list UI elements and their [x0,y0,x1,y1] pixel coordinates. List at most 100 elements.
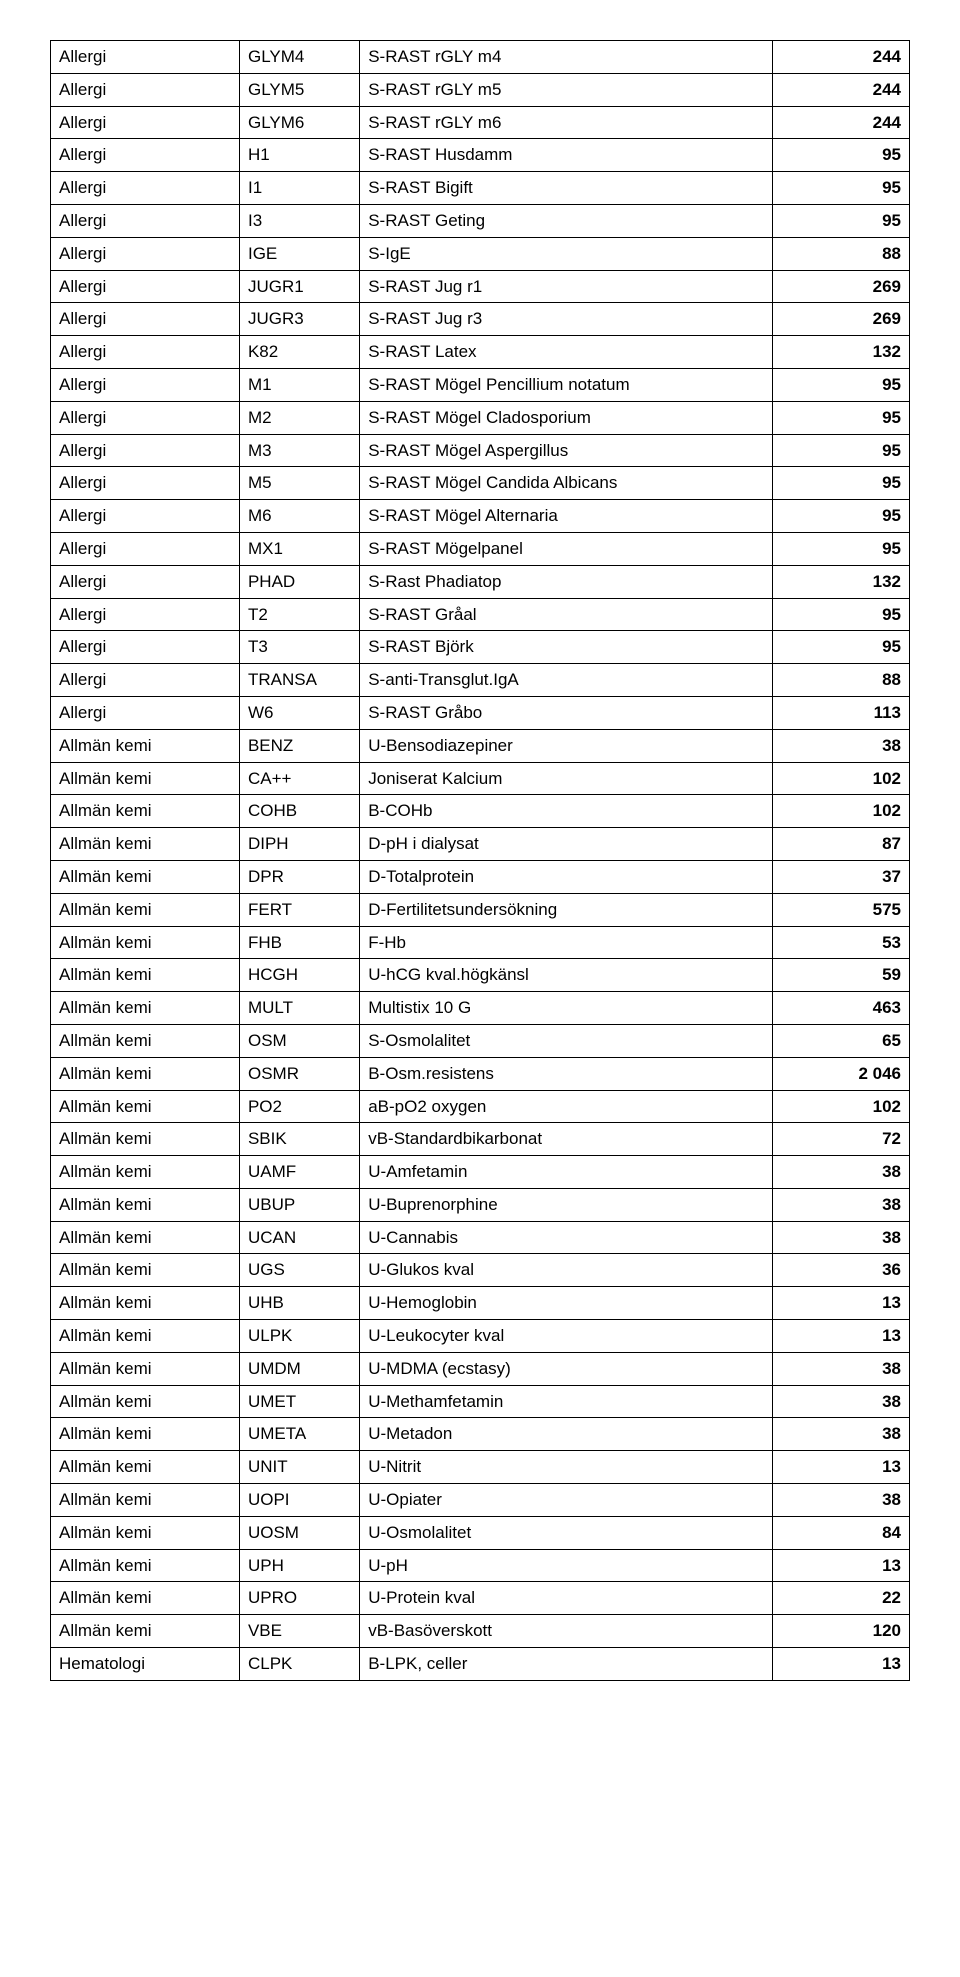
cell-code: UMDM [239,1352,359,1385]
cell-value: 36 [772,1254,909,1287]
cell-description: S-RAST Mögel Cladosporium [360,401,772,434]
cell-description: S-RAST Björk [360,631,772,664]
cell-category: Allmän kemi [51,1615,240,1648]
cell-category: Allmän kemi [51,1123,240,1156]
cell-description: S-RAST rGLY m6 [360,106,772,139]
cell-value: 65 [772,1024,909,1057]
cell-description: U-Hemoglobin [360,1287,772,1320]
cell-code: FHB [239,926,359,959]
table-row: Allmän kemiFERTD-Fertilitetsundersökning… [51,893,910,926]
cell-code: H1 [239,139,359,172]
cell-category: Allergi [51,139,240,172]
cell-code: VBE [239,1615,359,1648]
table-row: AllergiMX1S-RAST Mögelpanel95 [51,532,910,565]
cell-description: S-RAST Bigift [360,172,772,205]
cell-value: 95 [772,467,909,500]
cell-code: FERT [239,893,359,926]
cell-code: COHB [239,795,359,828]
cell-category: Allergi [51,368,240,401]
cell-code: DIPH [239,828,359,861]
table-row: Allmän kemiUOPIU-Opiater38 [51,1484,910,1517]
cell-description: S-RAST Geting [360,204,772,237]
cell-code: UHB [239,1287,359,1320]
cell-description: S-RAST Latex [360,336,772,369]
cell-description: S-RAST rGLY m5 [360,73,772,106]
cell-category: Allergi [51,664,240,697]
cell-description: S-anti-Transglut.IgA [360,664,772,697]
cell-code: W6 [239,696,359,729]
table-row: Allmän kemiCA++Joniserat Kalcium102 [51,762,910,795]
cell-description: F-Hb [360,926,772,959]
cell-code: TRANSA [239,664,359,697]
cell-value: 87 [772,828,909,861]
cell-value: 13 [772,1320,909,1353]
cell-code: UOPI [239,1484,359,1517]
cell-description: S-RAST Mögel Candida Albicans [360,467,772,500]
cell-value: 59 [772,959,909,992]
table-row: AllergiM1S-RAST Mögel Pencillium notatum… [51,368,910,401]
cell-code: UCAN [239,1221,359,1254]
cell-category: Allergi [51,204,240,237]
table-row: AllergiT3S-RAST Björk95 [51,631,910,664]
cell-code: SBIK [239,1123,359,1156]
cell-category: Allmän kemi [51,893,240,926]
table-row: HematologiCLPKB-LPK, celler13 [51,1648,910,1681]
cell-description: U-Metadon [360,1418,772,1451]
cell-description: U-Leukocyter kval [360,1320,772,1353]
table-row: AllergiM2S-RAST Mögel Cladosporium95 [51,401,910,434]
cell-value: 269 [772,270,909,303]
table-row: Allmän kemiCOHBB-COHb102 [51,795,910,828]
table-row: Allmän kemiOSMS-Osmolalitet65 [51,1024,910,1057]
table-row: Allmän kemiOSMRB-Osm.resistens2 046 [51,1057,910,1090]
table-row: AllergiM3S-RAST Mögel Aspergillus95 [51,434,910,467]
cell-category: Allergi [51,696,240,729]
table-row: Allmän kemiUPHU-pH13 [51,1549,910,1582]
cell-category: Allergi [51,303,240,336]
cell-value: 120 [772,1615,909,1648]
cell-description: S-RAST Husdamm [360,139,772,172]
cell-description: S-Rast Phadiatop [360,565,772,598]
cell-category: Allmän kemi [51,926,240,959]
cell-value: 53 [772,926,909,959]
table-row: Allmän kemiULPKU-Leukocyter kval13 [51,1320,910,1353]
cell-code: OSMR [239,1057,359,1090]
cell-description: S-RAST rGLY m4 [360,41,772,74]
cell-code: JUGR3 [239,303,359,336]
cell-code: CA++ [239,762,359,795]
cell-category: Allergi [51,401,240,434]
cell-description: Multistix 10 G [360,992,772,1025]
cell-code: I3 [239,204,359,237]
table-row: Allmän kemiFHBF-Hb53 [51,926,910,959]
cell-description: Joniserat Kalcium [360,762,772,795]
table-row: Allmän kemiDIPHD-pH i dialysat87 [51,828,910,861]
cell-category: Allmän kemi [51,1484,240,1517]
cell-value: 84 [772,1516,909,1549]
cell-description: U-Methamfetamin [360,1385,772,1418]
table-row: AllergiTRANSAS-anti-Transglut.IgA88 [51,664,910,697]
cell-code: M5 [239,467,359,500]
table-row: Allmän kemiUPROU-Protein kval22 [51,1582,910,1615]
cell-code: UGS [239,1254,359,1287]
cell-code: OSM [239,1024,359,1057]
cell-category: Allmän kemi [51,828,240,861]
cell-description: S-RAST Mögel Alternaria [360,500,772,533]
cell-description: S-Osmolalitet [360,1024,772,1057]
cell-code: IGE [239,237,359,270]
cell-category: Allergi [51,565,240,598]
cell-value: 2 046 [772,1057,909,1090]
cell-code: K82 [239,336,359,369]
table-row: AllergiH1S-RAST Husdamm95 [51,139,910,172]
table-row: Allmän kemiUCANU-Cannabis38 [51,1221,910,1254]
cell-code: UNIT [239,1451,359,1484]
cell-description: U-Glukos kval [360,1254,772,1287]
cell-description: S-RAST Mögelpanel [360,532,772,565]
cell-category: Allergi [51,41,240,74]
cell-category: Allergi [51,106,240,139]
cell-category: Allmän kemi [51,1156,240,1189]
cell-category: Allergi [51,532,240,565]
cell-description: S-RAST Mögel Aspergillus [360,434,772,467]
cell-value: 13 [772,1287,909,1320]
cell-value: 102 [772,762,909,795]
cell-value: 22 [772,1582,909,1615]
cell-value: 13 [772,1648,909,1681]
